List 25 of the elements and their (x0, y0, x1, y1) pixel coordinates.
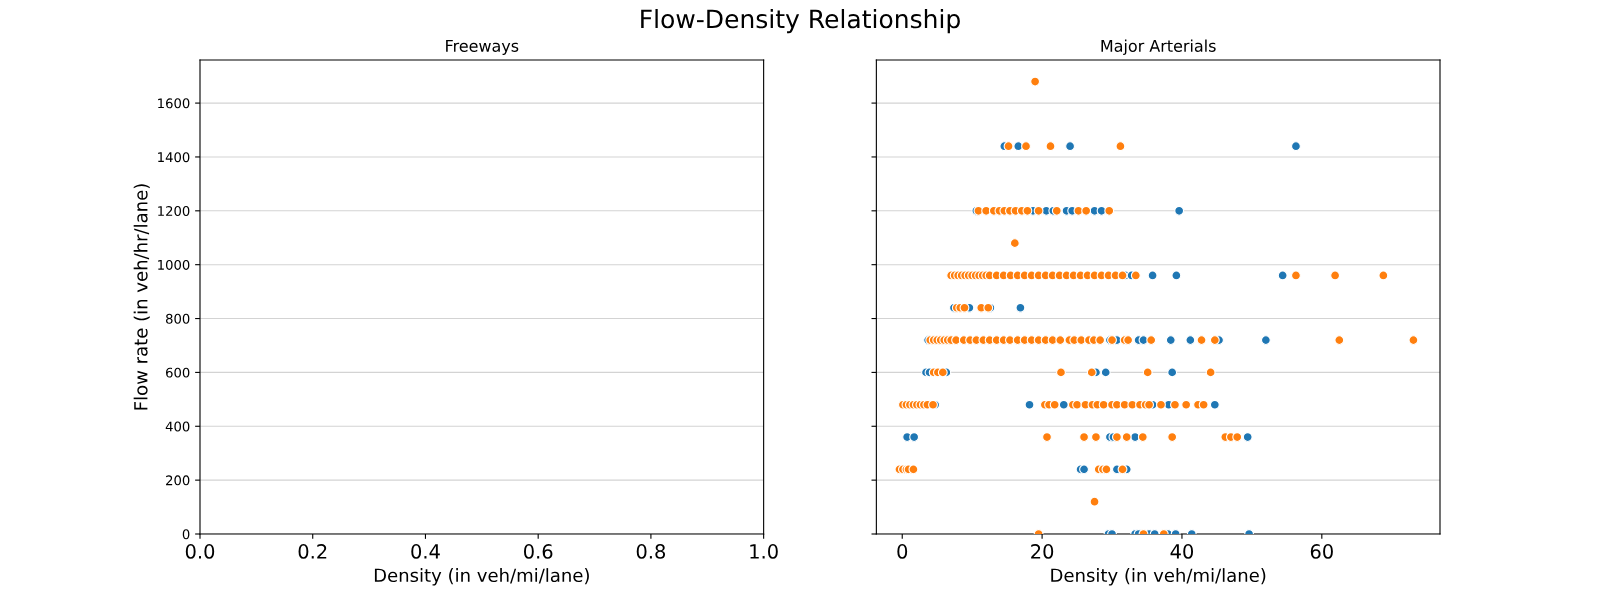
x-tick-label: 1.0 (750, 544, 778, 559)
chart-title: Flow-Density Relationship (641, 9, 960, 34)
y-tick-label: 1000 (158, 259, 190, 270)
x-tick-label: 0 (897, 544, 908, 559)
x-tick-label: 20 (1031, 544, 1054, 559)
x-tick-label: 0.8 (636, 544, 666, 559)
y-tick-label: 200 (166, 475, 190, 486)
x-tick-label: 0.4 (411, 544, 440, 559)
y-tick-label: 0 (182, 529, 190, 540)
x-tick-label: 60 (1310, 544, 1333, 559)
chart-subtitle: Major Arterials (1101, 39, 1216, 55)
y-tick-label: 600 (166, 367, 190, 378)
x-axis-title: Density (in veh/mi/lane) (374, 568, 589, 586)
y-axis-title: Flow rate (in veh/hr/lane) (133, 184, 150, 410)
y-tick-label: 400 (165, 421, 190, 432)
x-axis-title: Density (in veh/mi/lane) (1051, 568, 1266, 586)
y-tick-label: 800 (165, 313, 190, 324)
y-tick-label: 1400 (158, 152, 190, 163)
x-tick-label: 0.6 (524, 544, 553, 559)
x-tick-label: 0.2 (298, 544, 327, 559)
x-tick-label: 40 (1170, 544, 1194, 559)
chart-subtitle: Freeways (446, 40, 519, 55)
y-tick-label: 1600 (158, 98, 190, 109)
y-tick-label: 1200 (158, 206, 190, 217)
x-tick-label: 0.0 (185, 544, 215, 559)
